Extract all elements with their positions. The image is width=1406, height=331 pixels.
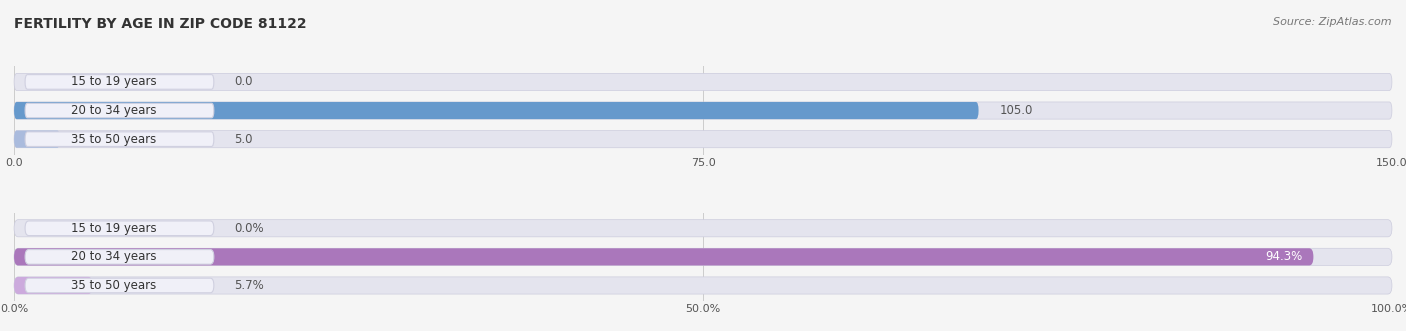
FancyBboxPatch shape — [14, 248, 1313, 265]
FancyBboxPatch shape — [14, 277, 1392, 294]
FancyBboxPatch shape — [14, 220, 1392, 237]
Text: 15 to 19 years: 15 to 19 years — [72, 222, 156, 235]
Text: 20 to 34 years: 20 to 34 years — [72, 104, 156, 117]
Text: 5.7%: 5.7% — [235, 279, 264, 292]
Text: 5.0: 5.0 — [235, 133, 253, 146]
FancyBboxPatch shape — [14, 102, 979, 119]
Text: 0.0: 0.0 — [235, 75, 253, 88]
FancyBboxPatch shape — [14, 130, 1392, 148]
FancyBboxPatch shape — [14, 73, 1392, 90]
FancyBboxPatch shape — [25, 221, 214, 236]
Text: Source: ZipAtlas.com: Source: ZipAtlas.com — [1274, 17, 1392, 26]
FancyBboxPatch shape — [25, 74, 214, 89]
FancyBboxPatch shape — [25, 132, 214, 146]
Text: 15 to 19 years: 15 to 19 years — [72, 75, 156, 88]
FancyBboxPatch shape — [25, 103, 214, 118]
FancyBboxPatch shape — [14, 277, 93, 294]
Text: FERTILITY BY AGE IN ZIP CODE 81122: FERTILITY BY AGE IN ZIP CODE 81122 — [14, 17, 307, 30]
FancyBboxPatch shape — [14, 248, 1392, 265]
Text: 0.0%: 0.0% — [235, 222, 264, 235]
FancyBboxPatch shape — [14, 102, 1392, 119]
Text: 20 to 34 years: 20 to 34 years — [72, 250, 156, 263]
FancyBboxPatch shape — [25, 250, 214, 264]
Text: 105.0: 105.0 — [1000, 104, 1032, 117]
Text: 35 to 50 years: 35 to 50 years — [72, 133, 156, 146]
Text: 35 to 50 years: 35 to 50 years — [72, 279, 156, 292]
FancyBboxPatch shape — [25, 278, 214, 293]
Text: 94.3%: 94.3% — [1265, 250, 1302, 263]
FancyBboxPatch shape — [14, 130, 60, 148]
